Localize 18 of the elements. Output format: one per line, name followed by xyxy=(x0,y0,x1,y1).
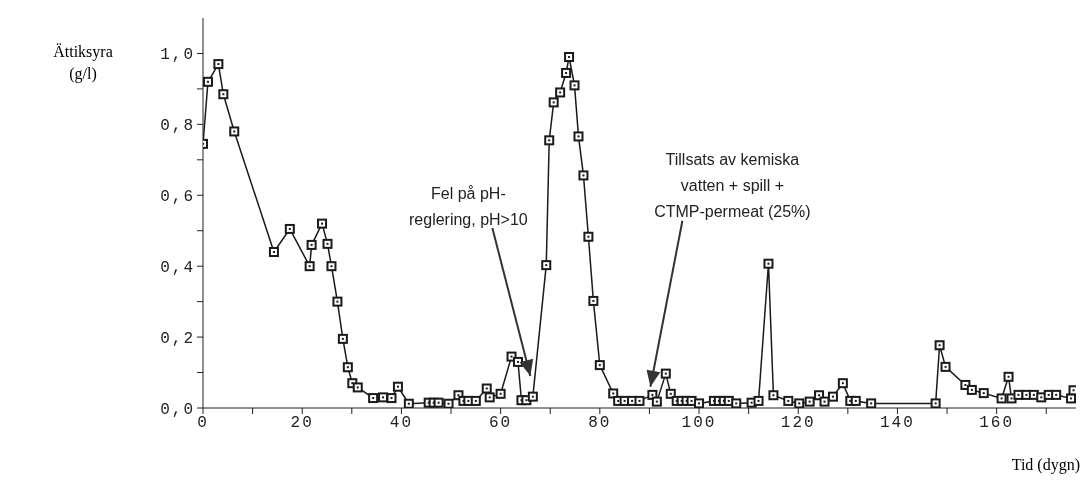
y-tick-label: 1,0 xyxy=(160,46,195,65)
x-tick-label: 60 xyxy=(489,414,513,433)
y-tick-label: 0,6 xyxy=(160,187,195,206)
x-tick-label: 120 xyxy=(780,414,816,433)
x-tick-label: 140 xyxy=(880,414,915,433)
y-tick-label: 0,4 xyxy=(160,258,195,277)
x-tick-label: 100 xyxy=(681,414,717,433)
x-axis-title: Tid (dygn) xyxy=(1011,456,1080,474)
y-tick-label: 0,8 xyxy=(160,117,195,136)
y-axis-title: Ättiksyra (g/l) xyxy=(52,42,114,85)
x-tick-label: 80 xyxy=(588,414,612,433)
x-tick-label: 0 xyxy=(197,414,209,433)
y-tick-label: 0,0 xyxy=(160,400,195,419)
x-tick-label: 160 xyxy=(979,414,1015,433)
y-tick-label: 0,2 xyxy=(160,329,195,348)
x-tick-label: 40 xyxy=(389,414,414,433)
x-tick-label: 20 xyxy=(290,414,314,433)
annotation: Fel på pH- reglering, pH>10 xyxy=(408,184,529,231)
